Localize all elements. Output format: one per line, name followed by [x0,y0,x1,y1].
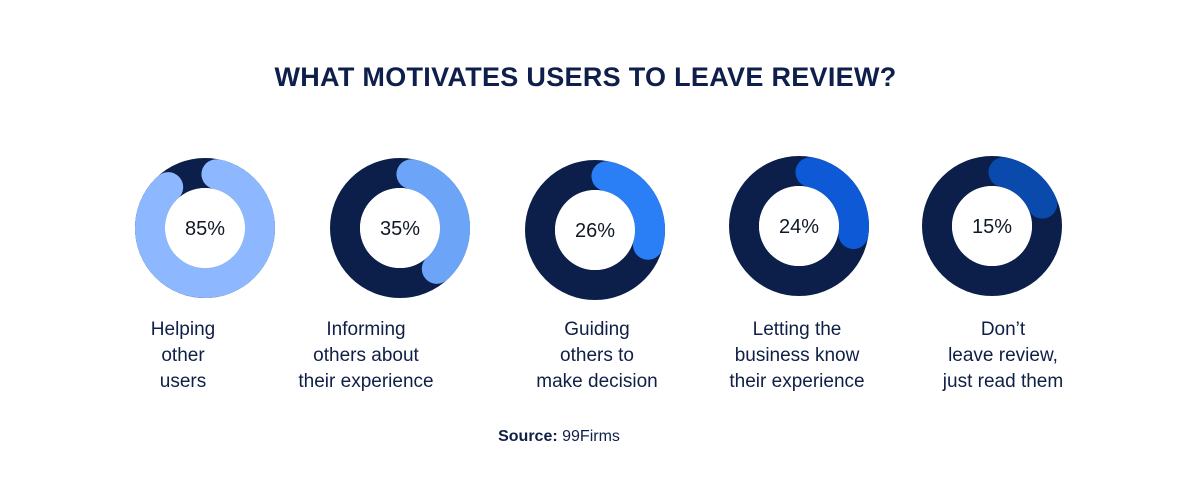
source-note: Source: 99Firms [0,428,1118,446]
source-label: Source: [498,428,558,445]
donut-value-arc [795,157,869,250]
caption-line: users [159,371,207,392]
caption-guiding-others: Guiding others to make decision [497,317,697,395]
caption-line: Don’t [980,319,1026,340]
caption-letting-business-know: Letting the business know their experien… [697,317,897,395]
caption-line: their experience [729,371,865,392]
donut-value-arc [396,159,470,284]
donut-letting-business-know: 24% [729,156,869,296]
donut-informing-others: 35% [330,158,470,298]
caption-line: others about [313,345,419,366]
source-value: 99Firms [562,428,620,445]
donut-percent-label: 26% [575,220,615,242]
donut-hole [360,188,440,268]
caption-line: Informing [326,319,406,340]
caption-line: Letting the [752,319,842,340]
caption-line: leave review, [948,345,1058,366]
caption-informing-others: Informing others about their experience [266,317,466,395]
donut-guiding-others: 26% [525,160,665,300]
caption-line: other [161,345,205,366]
donut-hole [759,186,839,266]
donut-helping-others: 85% [135,158,275,298]
donut-hole [165,188,245,268]
donut-value-arc [988,157,1058,219]
caption-line: Helping [150,319,216,340]
donut-percent-label: 85% [185,218,225,240]
chart-title: WHAT MOTIVATES USERS TO LEAVE REVIEW? [274,62,897,92]
caption-line: Guiding [564,319,630,340]
caption-line: others to [560,345,634,366]
donut-hole [555,190,635,270]
caption-dont-leave-review: Don’t leave review, just read them [903,317,1103,395]
caption-line: just read them [942,371,1064,392]
donut-value-arc [591,161,665,260]
donut-percent-label: 15% [972,216,1012,238]
donut-dont-leave-review: 15% [922,156,1062,296]
caption-line: make decision [536,371,658,392]
caption-line: their experience [298,371,434,392]
donut-percent-label: 24% [779,216,819,238]
donut-value-arc [135,159,275,298]
donut-percent-label: 35% [380,218,420,240]
caption-helping-others: Helping other users [83,317,283,395]
donut-hole [952,186,1032,266]
caption-line: business know [734,345,860,366]
